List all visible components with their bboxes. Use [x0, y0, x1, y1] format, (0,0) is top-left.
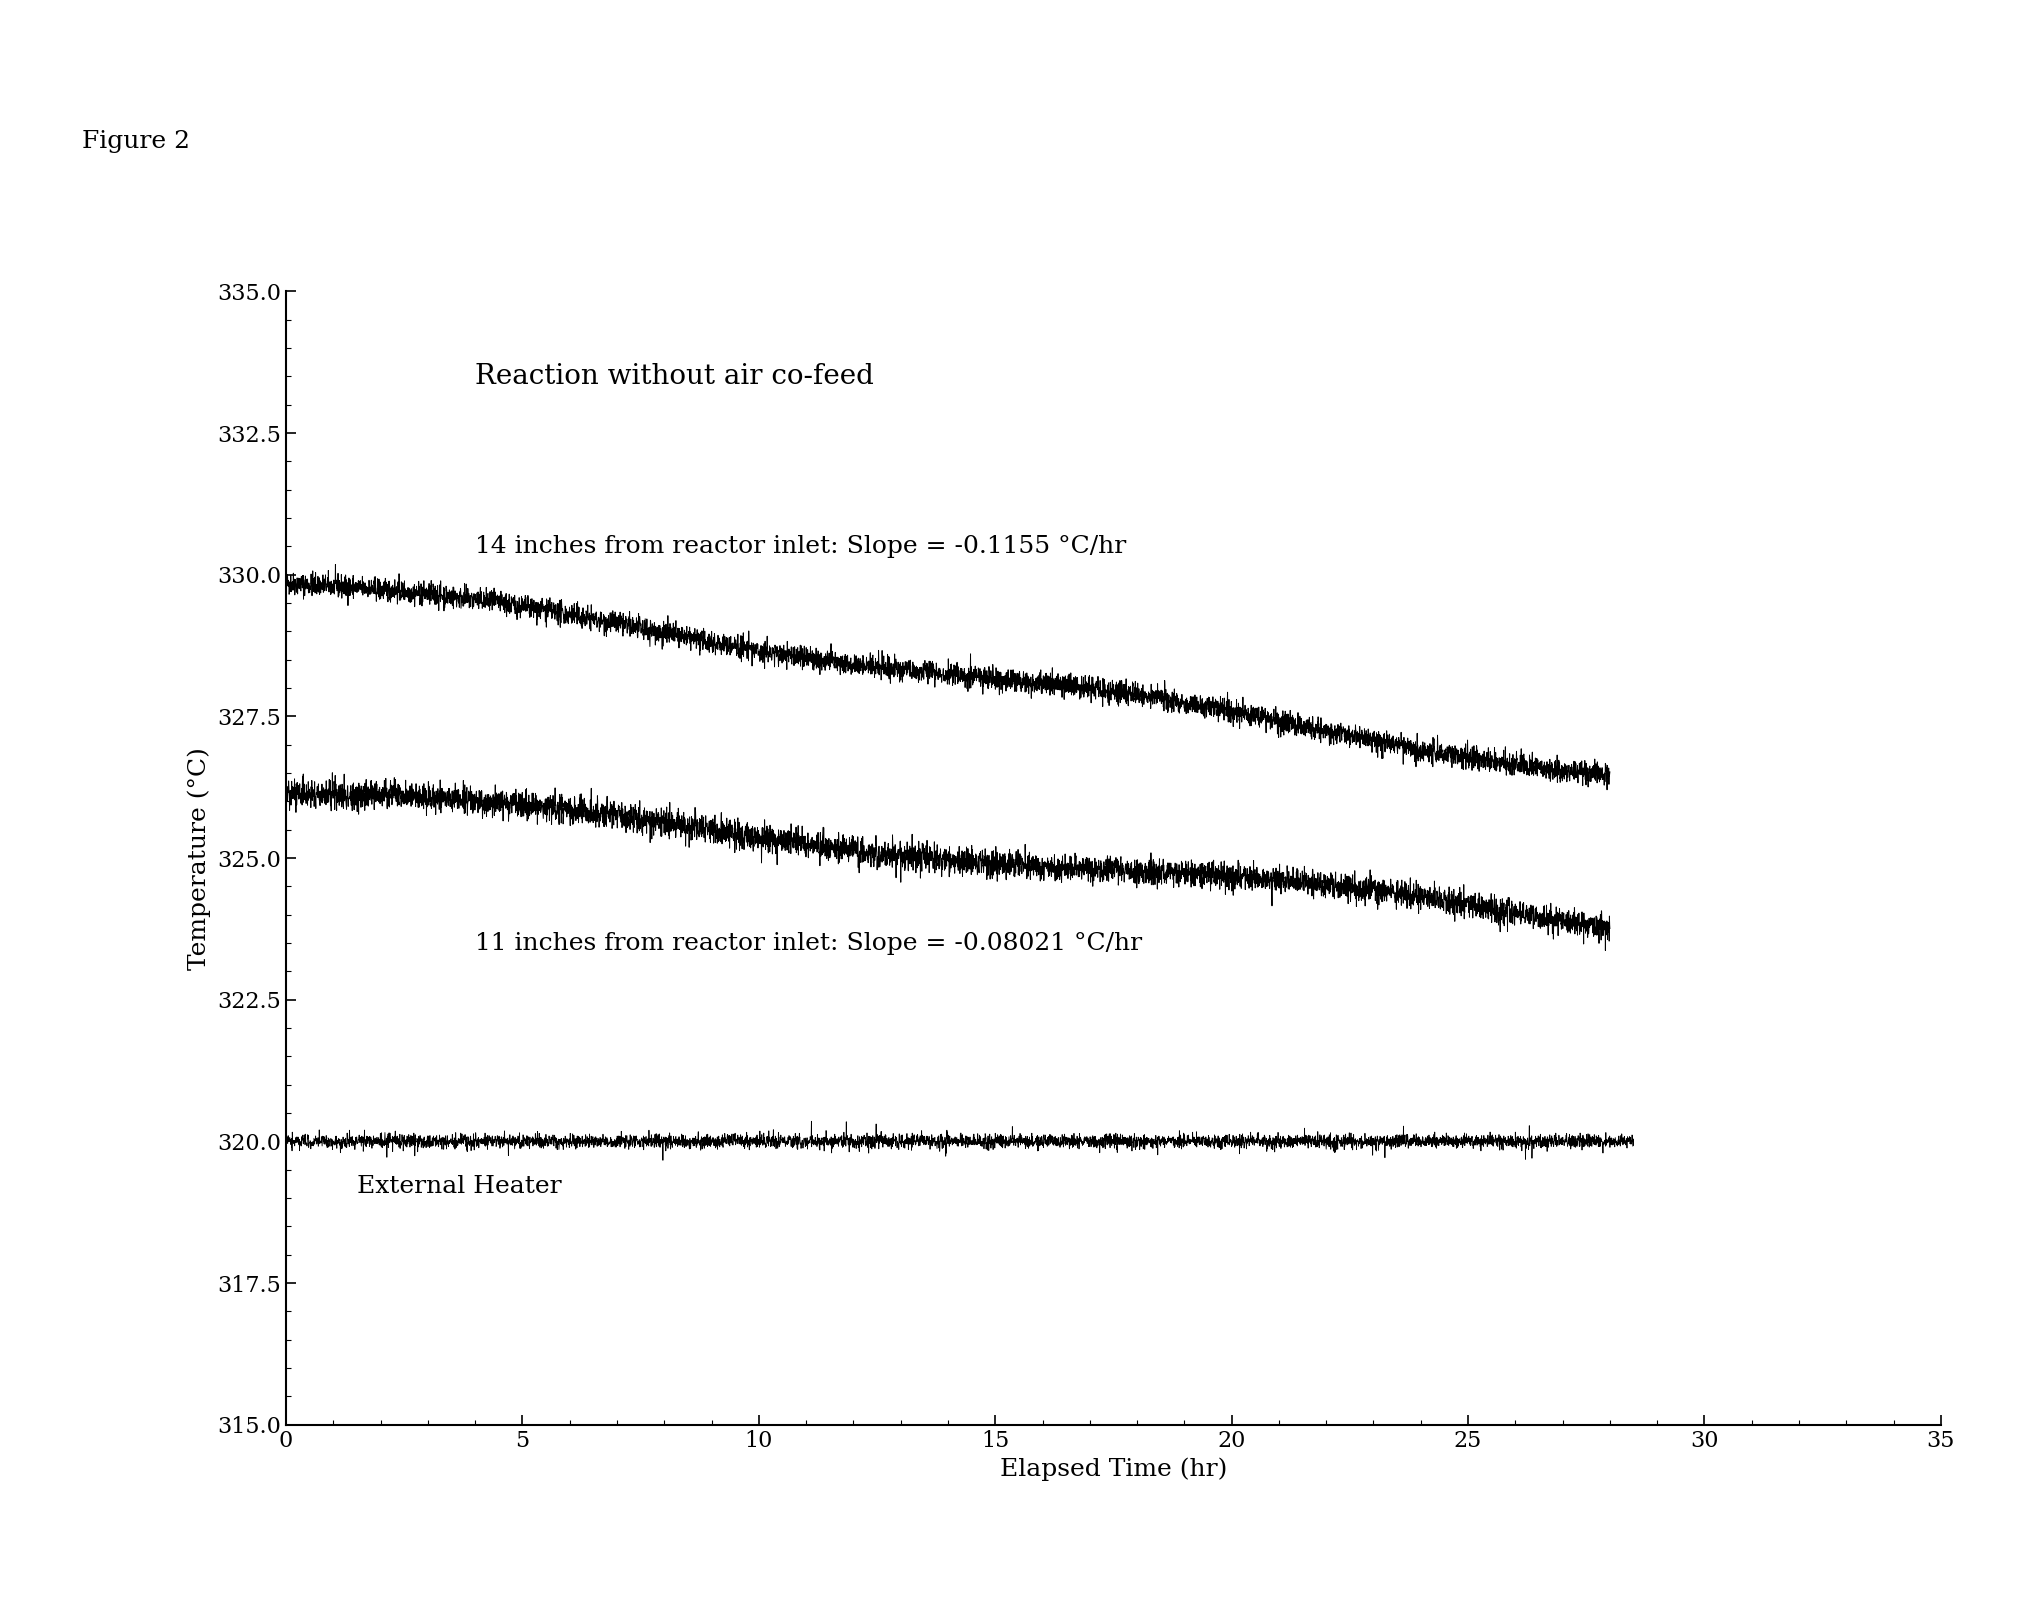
Text: External Heater: External Heater: [358, 1175, 562, 1198]
X-axis label: Elapsed Time (hr): Elapsed Time (hr): [999, 1457, 1228, 1481]
Text: 11 inches from reactor inlet: Slope = -0.08021 °C/hr: 11 inches from reactor inlet: Slope = -0…: [476, 931, 1142, 955]
Y-axis label: Temperature (°C): Temperature (°C): [188, 746, 212, 970]
Text: Reaction without air co-feed: Reaction without air co-feed: [476, 363, 874, 390]
Text: Figure 2: Figure 2: [82, 130, 190, 152]
Text: 14 inches from reactor inlet: Slope = -0.1155 °C/hr: 14 inches from reactor inlet: Slope = -0…: [476, 534, 1126, 559]
